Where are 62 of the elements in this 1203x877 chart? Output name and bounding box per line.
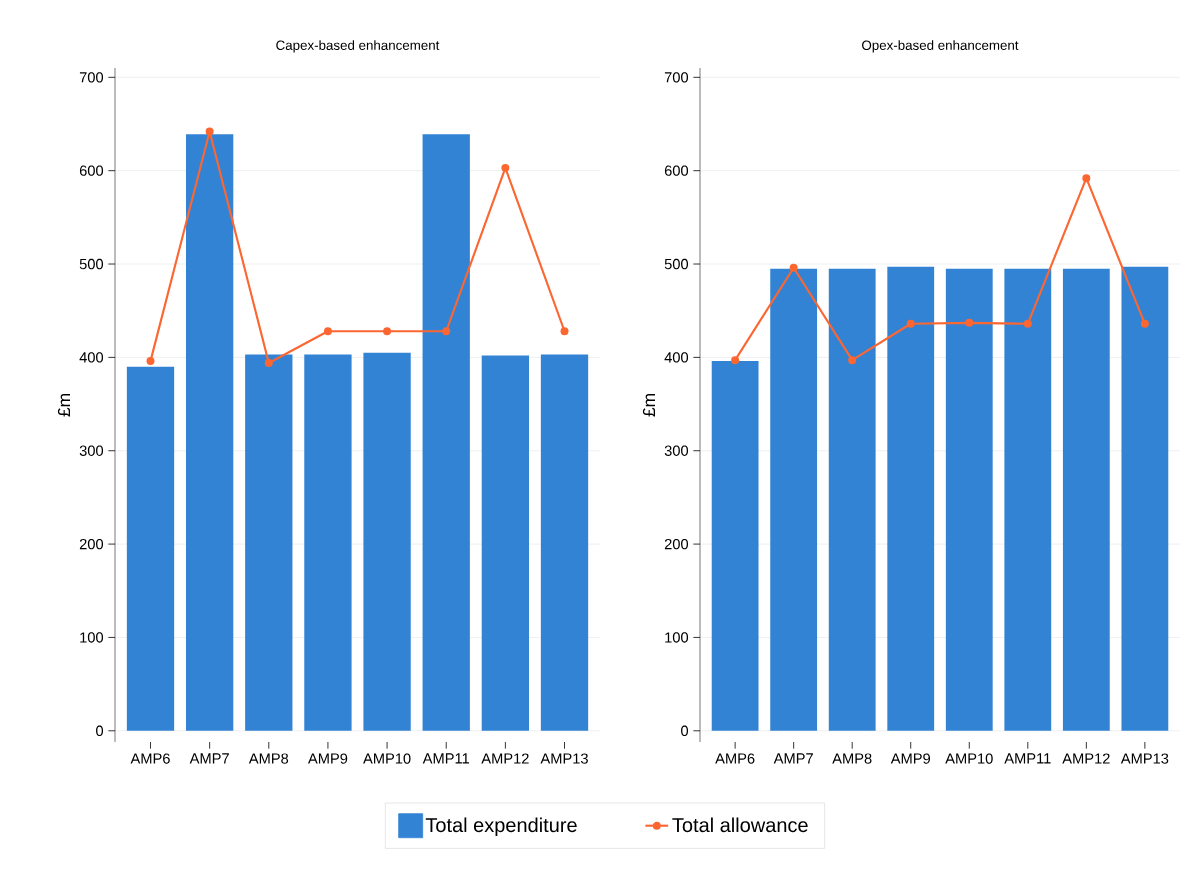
x-tick-label: AMP10 xyxy=(945,753,993,764)
y-tick-label: 500 xyxy=(79,258,104,270)
y-tick-label: 300 xyxy=(664,445,689,456)
point xyxy=(205,127,214,136)
point xyxy=(1140,319,1149,328)
bar xyxy=(126,366,175,731)
x-tick-label: AMP9 xyxy=(307,753,348,764)
bar xyxy=(245,354,293,731)
y-tick-label: 600 xyxy=(79,165,104,176)
bar xyxy=(540,354,589,731)
x-tick-label: AMP13 xyxy=(1120,753,1169,764)
x-tick-label: AMP9 xyxy=(890,753,931,764)
chart-title: Capex-based enhancement xyxy=(276,40,440,53)
x-tick-label: AMP7 xyxy=(773,753,813,764)
point xyxy=(731,356,740,365)
x-tick-label: AMP8 xyxy=(832,753,872,764)
y-tick-label: 700 xyxy=(79,72,104,83)
y-tick-label: 0 xyxy=(96,725,104,736)
bar xyxy=(185,134,234,731)
x-tick-label: AMP11 xyxy=(422,753,470,764)
point xyxy=(442,327,451,336)
bar xyxy=(304,354,352,731)
point xyxy=(264,358,273,367)
point xyxy=(383,327,392,336)
y-tick-label: 100 xyxy=(665,632,689,643)
point xyxy=(560,327,569,336)
y-tick-label: 100 xyxy=(80,632,104,643)
bar xyxy=(422,134,470,731)
y-tick-label: 200 xyxy=(79,538,104,550)
point xyxy=(848,356,857,365)
x-tick-label: AMP12 xyxy=(481,753,529,764)
y-tick-label: 400 xyxy=(79,352,104,363)
legend-label: Total allowance xyxy=(672,817,808,833)
y-axis-title: £m xyxy=(57,394,70,417)
y-axis-title: £m xyxy=(642,394,655,417)
y-tick-label: 0 xyxy=(681,725,689,736)
point xyxy=(323,327,332,336)
x-tick-label: AMP6 xyxy=(715,753,755,764)
x-tick-label: AMP13 xyxy=(540,753,588,764)
point xyxy=(1023,319,1032,328)
point xyxy=(965,318,974,327)
x-tick-label: AMP7 xyxy=(189,753,229,764)
legend-label: Total expenditure xyxy=(425,817,577,837)
point xyxy=(501,163,510,172)
bar xyxy=(363,352,411,731)
y-tick-label: 400 xyxy=(664,352,689,363)
x-tick-label: AMP12 xyxy=(1062,753,1110,764)
point xyxy=(1082,174,1091,183)
y-tick-label: 500 xyxy=(664,258,689,270)
y-tick-label: 700 xyxy=(664,72,689,83)
point xyxy=(906,319,915,328)
point xyxy=(146,357,155,366)
x-tick-label: AMP11 xyxy=(1004,753,1051,764)
chart-title: Opex-based enhancement xyxy=(862,40,1019,53)
y-tick-label: 200 xyxy=(664,538,689,550)
y-tick-label: 300 xyxy=(79,445,104,456)
bar xyxy=(481,355,530,731)
x-tick-label: AMP8 xyxy=(248,753,289,764)
y-tick-label: 600 xyxy=(664,165,689,176)
x-tick-label: AMP6 xyxy=(130,753,170,764)
x-tick-label: AMP10 xyxy=(363,753,411,764)
point xyxy=(789,263,798,272)
